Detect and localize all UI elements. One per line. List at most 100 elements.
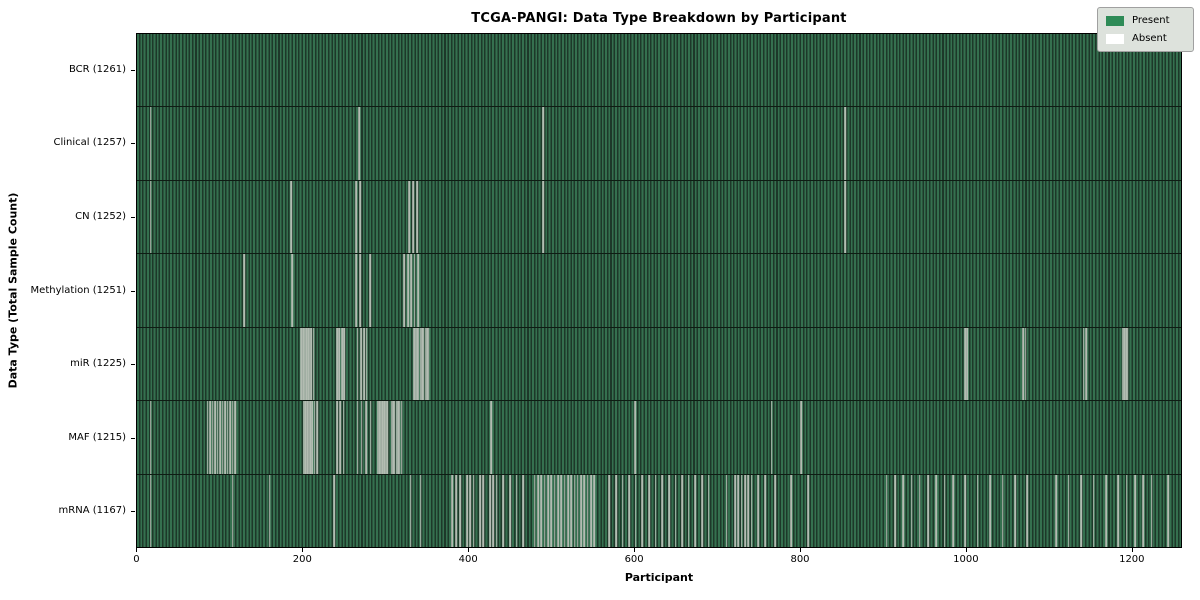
absent-line — [1126, 327, 1129, 401]
absent-line — [701, 474, 703, 547]
absent-line — [688, 474, 690, 547]
absent-line — [1150, 474, 1153, 547]
y-tick-label: Clinical (1257) — [53, 137, 127, 149]
legend-entry-present: Present — [1106, 15, 1184, 26]
absent-line — [459, 474, 462, 547]
absent-line — [482, 474, 485, 547]
absent-line — [542, 180, 544, 254]
absent-line — [534, 474, 536, 547]
absent-line — [209, 401, 212, 474]
absent-line — [231, 474, 234, 547]
absent-line — [1167, 474, 1169, 547]
absent-line — [360, 327, 362, 401]
absent-line — [952, 474, 954, 547]
absent-line — [654, 474, 657, 547]
absent-line — [563, 474, 566, 547]
absent-line — [291, 254, 294, 327]
x-tick-label: 1200 — [1119, 554, 1145, 565]
absent-line — [989, 474, 991, 547]
y-tick-mark — [131, 290, 135, 292]
absent-line — [408, 180, 410, 254]
absent-line — [634, 401, 636, 474]
absent-line — [770, 401, 773, 474]
absent-line — [413, 327, 415, 401]
row-band-mrna — [137, 473, 1181, 547]
absent-line — [694, 474, 697, 547]
absent-line — [1121, 327, 1124, 401]
absent-line — [1123, 327, 1126, 401]
absent-line — [540, 474, 543, 547]
absent-line — [726, 474, 728, 547]
absent-line — [149, 180, 152, 254]
row-band-clinical — [137, 106, 1181, 180]
absent-line — [1001, 474, 1004, 547]
absent-line — [740, 474, 743, 547]
y-tick-label: Methylation (1251) — [30, 284, 126, 296]
absent-line — [894, 474, 896, 547]
absent-line — [542, 107, 544, 180]
absent-line — [226, 401, 229, 474]
absent-line — [648, 474, 650, 547]
absent-line — [774, 474, 776, 547]
absent-line — [757, 474, 760, 547]
absent-line — [1026, 474, 1029, 547]
absent-line — [369, 254, 371, 327]
absent-line — [386, 401, 389, 474]
absent-line — [414, 327, 417, 401]
absent-line — [341, 327, 343, 401]
absent-line — [1092, 474, 1095, 547]
absent-line — [309, 401, 312, 474]
absent-line — [384, 401, 387, 474]
y-tick-label: miR (1225) — [70, 358, 126, 370]
absent-line — [417, 254, 419, 327]
absent-line — [1082, 327, 1085, 401]
absent-line — [419, 474, 422, 547]
absent-line — [547, 474, 549, 547]
absent-line — [966, 327, 968, 401]
absent-line — [376, 401, 379, 474]
absent-line — [927, 474, 929, 547]
x-tick-mark — [1131, 548, 1133, 552]
absent-line — [336, 401, 338, 474]
legend-label: Absent — [1132, 33, 1167, 44]
absent-line — [269, 474, 271, 547]
absent-line — [365, 401, 367, 474]
row-band-methylation — [137, 253, 1181, 327]
absent-line — [304, 401, 307, 474]
absent-line — [1055, 474, 1058, 547]
absent-line — [466, 474, 468, 547]
absent-line — [451, 474, 453, 547]
absent-line — [308, 327, 311, 401]
x-tick-label: 800 — [790, 554, 810, 565]
absent-line — [628, 474, 630, 547]
absent-line — [392, 401, 395, 474]
absent-line — [490, 401, 492, 474]
y-tick-label: MAF (1215) — [68, 431, 126, 443]
absent-line — [355, 180, 357, 254]
row-band-mir — [137, 326, 1181, 401]
absent-line — [428, 327, 430, 401]
absent-line — [303, 401, 305, 474]
absent-line — [383, 401, 385, 474]
absent-line — [397, 401, 399, 474]
absent-line — [1134, 474, 1136, 547]
legend-label: Present — [1132, 15, 1170, 26]
x-tick-label: 600 — [624, 554, 644, 565]
absent-line — [492, 474, 495, 547]
plot-area — [136, 33, 1182, 548]
y-tick-mark — [131, 216, 135, 218]
absent-line — [964, 474, 967, 547]
absent-line — [455, 474, 457, 547]
absent-line — [290, 180, 293, 254]
absent-line — [502, 474, 505, 547]
absent-line — [902, 474, 905, 547]
absent-line — [1080, 474, 1083, 547]
x-tick-mark — [302, 548, 304, 552]
absent-line — [419, 327, 422, 401]
legend: Present Absent — [1097, 7, 1194, 52]
absent-line — [1142, 474, 1145, 547]
absent-line — [311, 401, 313, 474]
legend-entry-absent: Absent — [1106, 33, 1184, 44]
absent-line — [479, 474, 481, 547]
absent-line — [413, 254, 416, 327]
